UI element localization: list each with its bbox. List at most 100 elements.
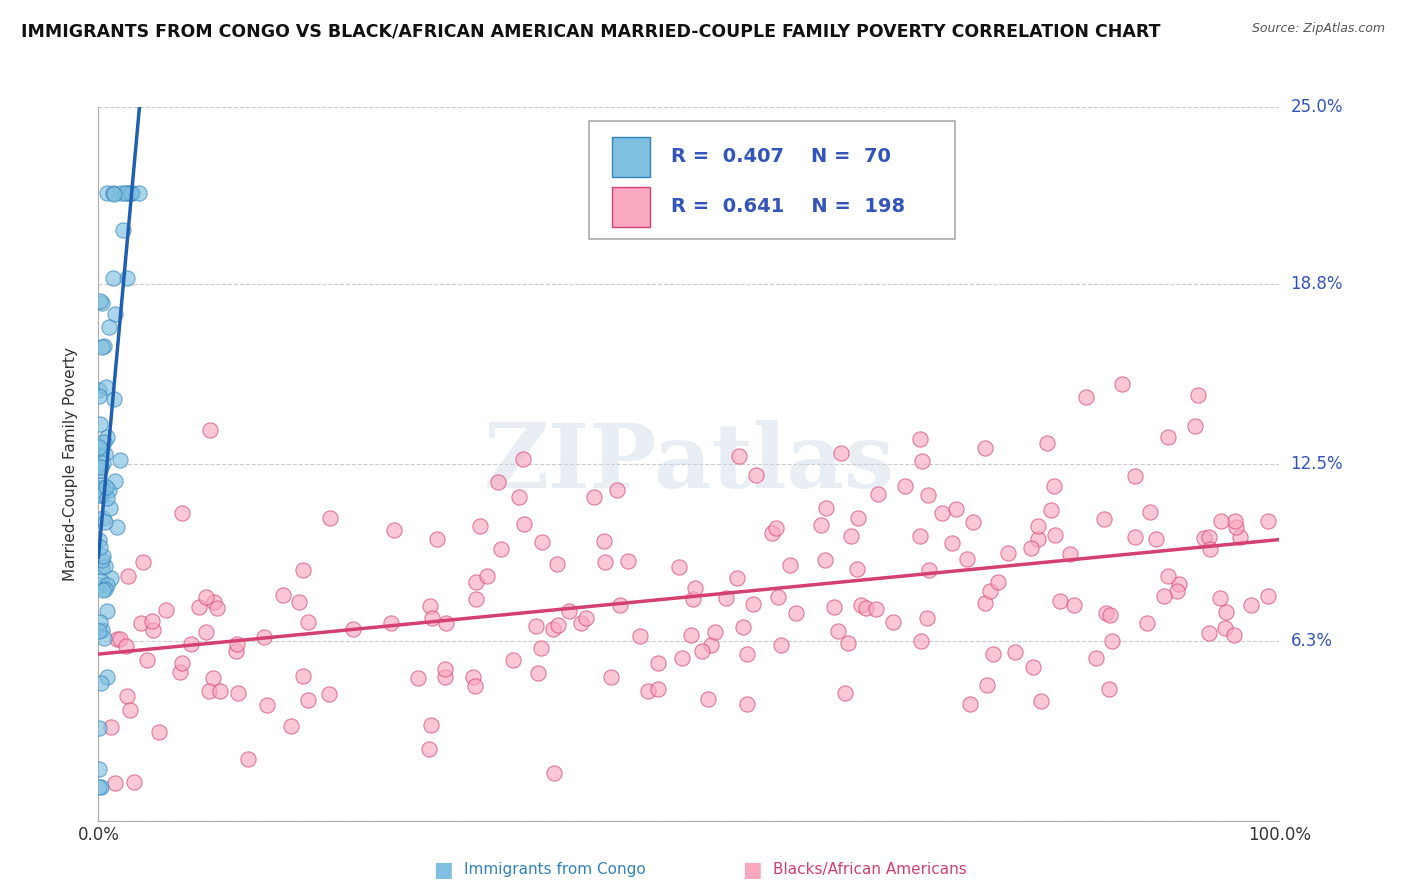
Point xyxy=(699,638,721,652)
FancyBboxPatch shape xyxy=(589,121,955,239)
Point xyxy=(997,546,1019,560)
Point xyxy=(910,528,932,542)
Point xyxy=(761,526,783,541)
Point xyxy=(87,459,110,474)
Point xyxy=(1123,468,1146,483)
Point xyxy=(142,623,165,637)
Point xyxy=(238,752,260,766)
Point xyxy=(582,490,605,504)
Point xyxy=(1026,519,1049,533)
Point xyxy=(486,475,509,489)
Point xyxy=(575,611,598,625)
Point xyxy=(766,591,789,605)
Point xyxy=(297,615,319,629)
Point xyxy=(489,541,512,556)
Text: ■: ■ xyxy=(742,860,762,880)
Point xyxy=(910,453,932,467)
Point xyxy=(209,684,232,698)
Text: Immigrants from Congo: Immigrants from Congo xyxy=(464,863,645,877)
Point xyxy=(256,698,278,712)
Point xyxy=(1085,650,1108,665)
Point xyxy=(526,666,548,681)
Point xyxy=(647,681,669,696)
Point xyxy=(96,491,118,505)
Point xyxy=(103,392,125,406)
Point xyxy=(155,603,177,617)
Point xyxy=(108,632,131,646)
Point xyxy=(91,553,114,567)
Point xyxy=(508,490,530,504)
Point xyxy=(1192,531,1215,545)
Point xyxy=(1026,533,1049,547)
Point xyxy=(89,389,111,403)
Point xyxy=(976,678,998,692)
Point xyxy=(865,602,887,616)
Point xyxy=(297,693,319,707)
Point xyxy=(271,588,294,602)
Point xyxy=(628,629,651,643)
Point xyxy=(918,563,941,577)
Point xyxy=(1022,660,1045,674)
Point xyxy=(837,636,859,650)
Point xyxy=(882,615,904,629)
Point xyxy=(1213,621,1236,635)
Point xyxy=(1049,594,1071,608)
Point xyxy=(609,599,631,613)
Point xyxy=(89,533,111,548)
Point xyxy=(697,692,720,706)
Point xyxy=(225,636,247,650)
Point xyxy=(464,575,486,590)
Point xyxy=(468,519,491,533)
Point xyxy=(195,625,218,640)
Point xyxy=(1211,514,1233,528)
Point xyxy=(917,610,939,624)
Point xyxy=(94,480,117,494)
Point xyxy=(93,435,115,450)
Point xyxy=(1043,479,1066,493)
Point xyxy=(91,511,114,525)
Point xyxy=(104,776,127,790)
Point xyxy=(96,577,118,591)
Text: Blacks/African Americans: Blacks/African Americans xyxy=(773,863,967,877)
Point xyxy=(464,679,486,693)
Point xyxy=(94,515,117,529)
Point xyxy=(148,725,170,739)
Point xyxy=(558,604,581,618)
Point xyxy=(97,320,120,334)
Point xyxy=(105,632,128,647)
Point xyxy=(91,549,114,564)
Point xyxy=(1222,627,1244,641)
Point xyxy=(1257,515,1279,529)
Point xyxy=(475,569,498,583)
Point xyxy=(198,684,221,698)
Point xyxy=(188,600,211,615)
Point xyxy=(725,571,748,585)
Point xyxy=(979,583,1001,598)
Point xyxy=(108,453,131,467)
Point xyxy=(1123,530,1146,544)
Point xyxy=(1092,512,1115,526)
Point xyxy=(291,668,314,682)
Point xyxy=(461,670,484,684)
Point xyxy=(987,575,1010,590)
Point xyxy=(419,599,441,613)
Point xyxy=(692,643,714,657)
Point xyxy=(292,563,315,577)
Point xyxy=(1095,607,1118,621)
Point xyxy=(1225,520,1247,534)
Point xyxy=(571,615,593,630)
Point xyxy=(530,640,553,655)
Point xyxy=(1198,531,1220,545)
Point xyxy=(135,653,157,667)
Point xyxy=(90,623,112,637)
Point xyxy=(169,665,191,679)
Point xyxy=(202,672,225,686)
Point xyxy=(91,296,114,310)
Point xyxy=(141,614,163,628)
Point xyxy=(318,688,340,702)
Point xyxy=(89,442,111,456)
Point xyxy=(742,597,765,611)
Point xyxy=(94,582,117,597)
Point xyxy=(207,601,229,615)
Point xyxy=(593,555,616,569)
